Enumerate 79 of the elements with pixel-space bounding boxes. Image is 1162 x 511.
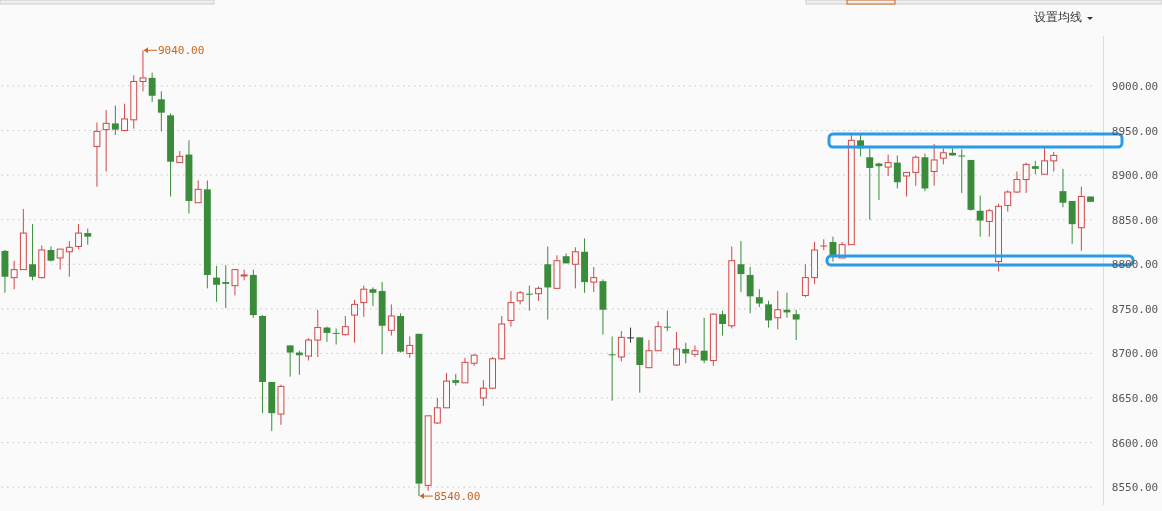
candlestick [286, 344, 294, 378]
candlestick [406, 335, 414, 359]
candlestick [903, 171, 910, 197]
candlestick [341, 315, 349, 337]
candlestick [139, 49, 147, 92]
candlestick [746, 266, 754, 314]
candlestick [111, 105, 119, 136]
candlestick [976, 195, 984, 238]
candlestick [1041, 146, 1048, 175]
candlestick [884, 154, 892, 177]
candlestick [507, 290, 515, 328]
y-tick-label: 8850.00 [1111, 213, 1159, 227]
candlestick [102, 109, 110, 173]
candlestick [571, 246, 579, 289]
candlestick [608, 335, 616, 402]
candlestick [29, 223, 36, 281]
y-tick-label: 9000.00 [1111, 79, 1159, 93]
candlestick [56, 248, 64, 271]
candlestick [590, 266, 598, 293]
candlestick [213, 265, 220, 303]
candlestick [332, 327, 340, 346]
candlestick [1013, 171, 1021, 194]
candlestick [433, 397, 441, 425]
candlestick [1068, 200, 1076, 245]
candlestick [157, 90, 165, 132]
candlestick [682, 342, 690, 364]
candlestick [544, 245, 552, 321]
candlestick [866, 147, 874, 221]
candlestick [305, 337, 312, 362]
candlestick [314, 309, 322, 358]
candlestick [645, 339, 653, 369]
candlestick [479, 379, 487, 407]
y-tick-label: 8700.00 [1111, 347, 1159, 361]
candlestick [1004, 189, 1012, 213]
candlestick [627, 327, 634, 344]
candlestick [148, 72, 156, 103]
candlestick [231, 269, 239, 296]
candlestick [461, 357, 469, 384]
candlestick [75, 223, 82, 250]
candlestick [985, 208, 993, 238]
candlestick [121, 103, 128, 132]
candlestick [1050, 151, 1058, 173]
y-tick-label: 8900.00 [1111, 169, 1159, 183]
candlestick [930, 143, 938, 187]
candlestick [194, 179, 202, 204]
candlestick [774, 290, 782, 330]
candlestick [820, 238, 828, 251]
candlestick [617, 330, 625, 362]
candlestick [673, 331, 680, 367]
candlestick [525, 285, 533, 312]
candlestick [958, 148, 966, 194]
candlestick [912, 154, 920, 187]
y-tick-label: 8550.00 [1111, 481, 1159, 495]
candlestick [663, 310, 671, 332]
text: 设置均线 [1034, 10, 1082, 24]
y-tick-label: 8650.00 [1111, 392, 1159, 405]
candlestick [222, 264, 230, 309]
candlestick [1059, 168, 1067, 208]
candlestick [719, 310, 726, 337]
candlestick [351, 299, 358, 344]
candlestick [360, 285, 368, 318]
candlestick [792, 309, 800, 341]
y-tick-label: 8750.00 [1111, 302, 1159, 316]
annotation: 9040.00 [157, 44, 205, 58]
candlestick [691, 344, 699, 358]
candlestick [700, 317, 708, 364]
candlestick [893, 154, 901, 189]
candlestick [369, 286, 377, 307]
candlestick [1022, 162, 1030, 194]
candlestick [387, 303, 395, 337]
annotation: 8540.00 [433, 490, 481, 504]
y-tick-label: 8950.00 [1111, 124, 1159, 138]
y-tick-label: 8600.00 [1111, 436, 1159, 450]
y-tick-label: 8800.00 [1111, 258, 1159, 272]
candlestick [93, 121, 101, 188]
candlestick [65, 240, 73, 278]
candlestick [765, 300, 772, 329]
candlestick [10, 260, 18, 290]
candlestick [801, 263, 809, 298]
